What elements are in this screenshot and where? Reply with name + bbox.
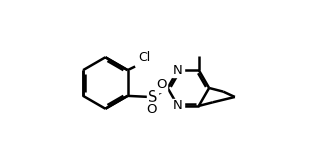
Text: N: N — [173, 99, 183, 112]
Text: N: N — [173, 64, 183, 77]
Text: Cl: Cl — [138, 51, 150, 64]
Text: O: O — [146, 103, 157, 116]
Text: S: S — [148, 90, 157, 105]
Text: O: O — [156, 78, 167, 91]
